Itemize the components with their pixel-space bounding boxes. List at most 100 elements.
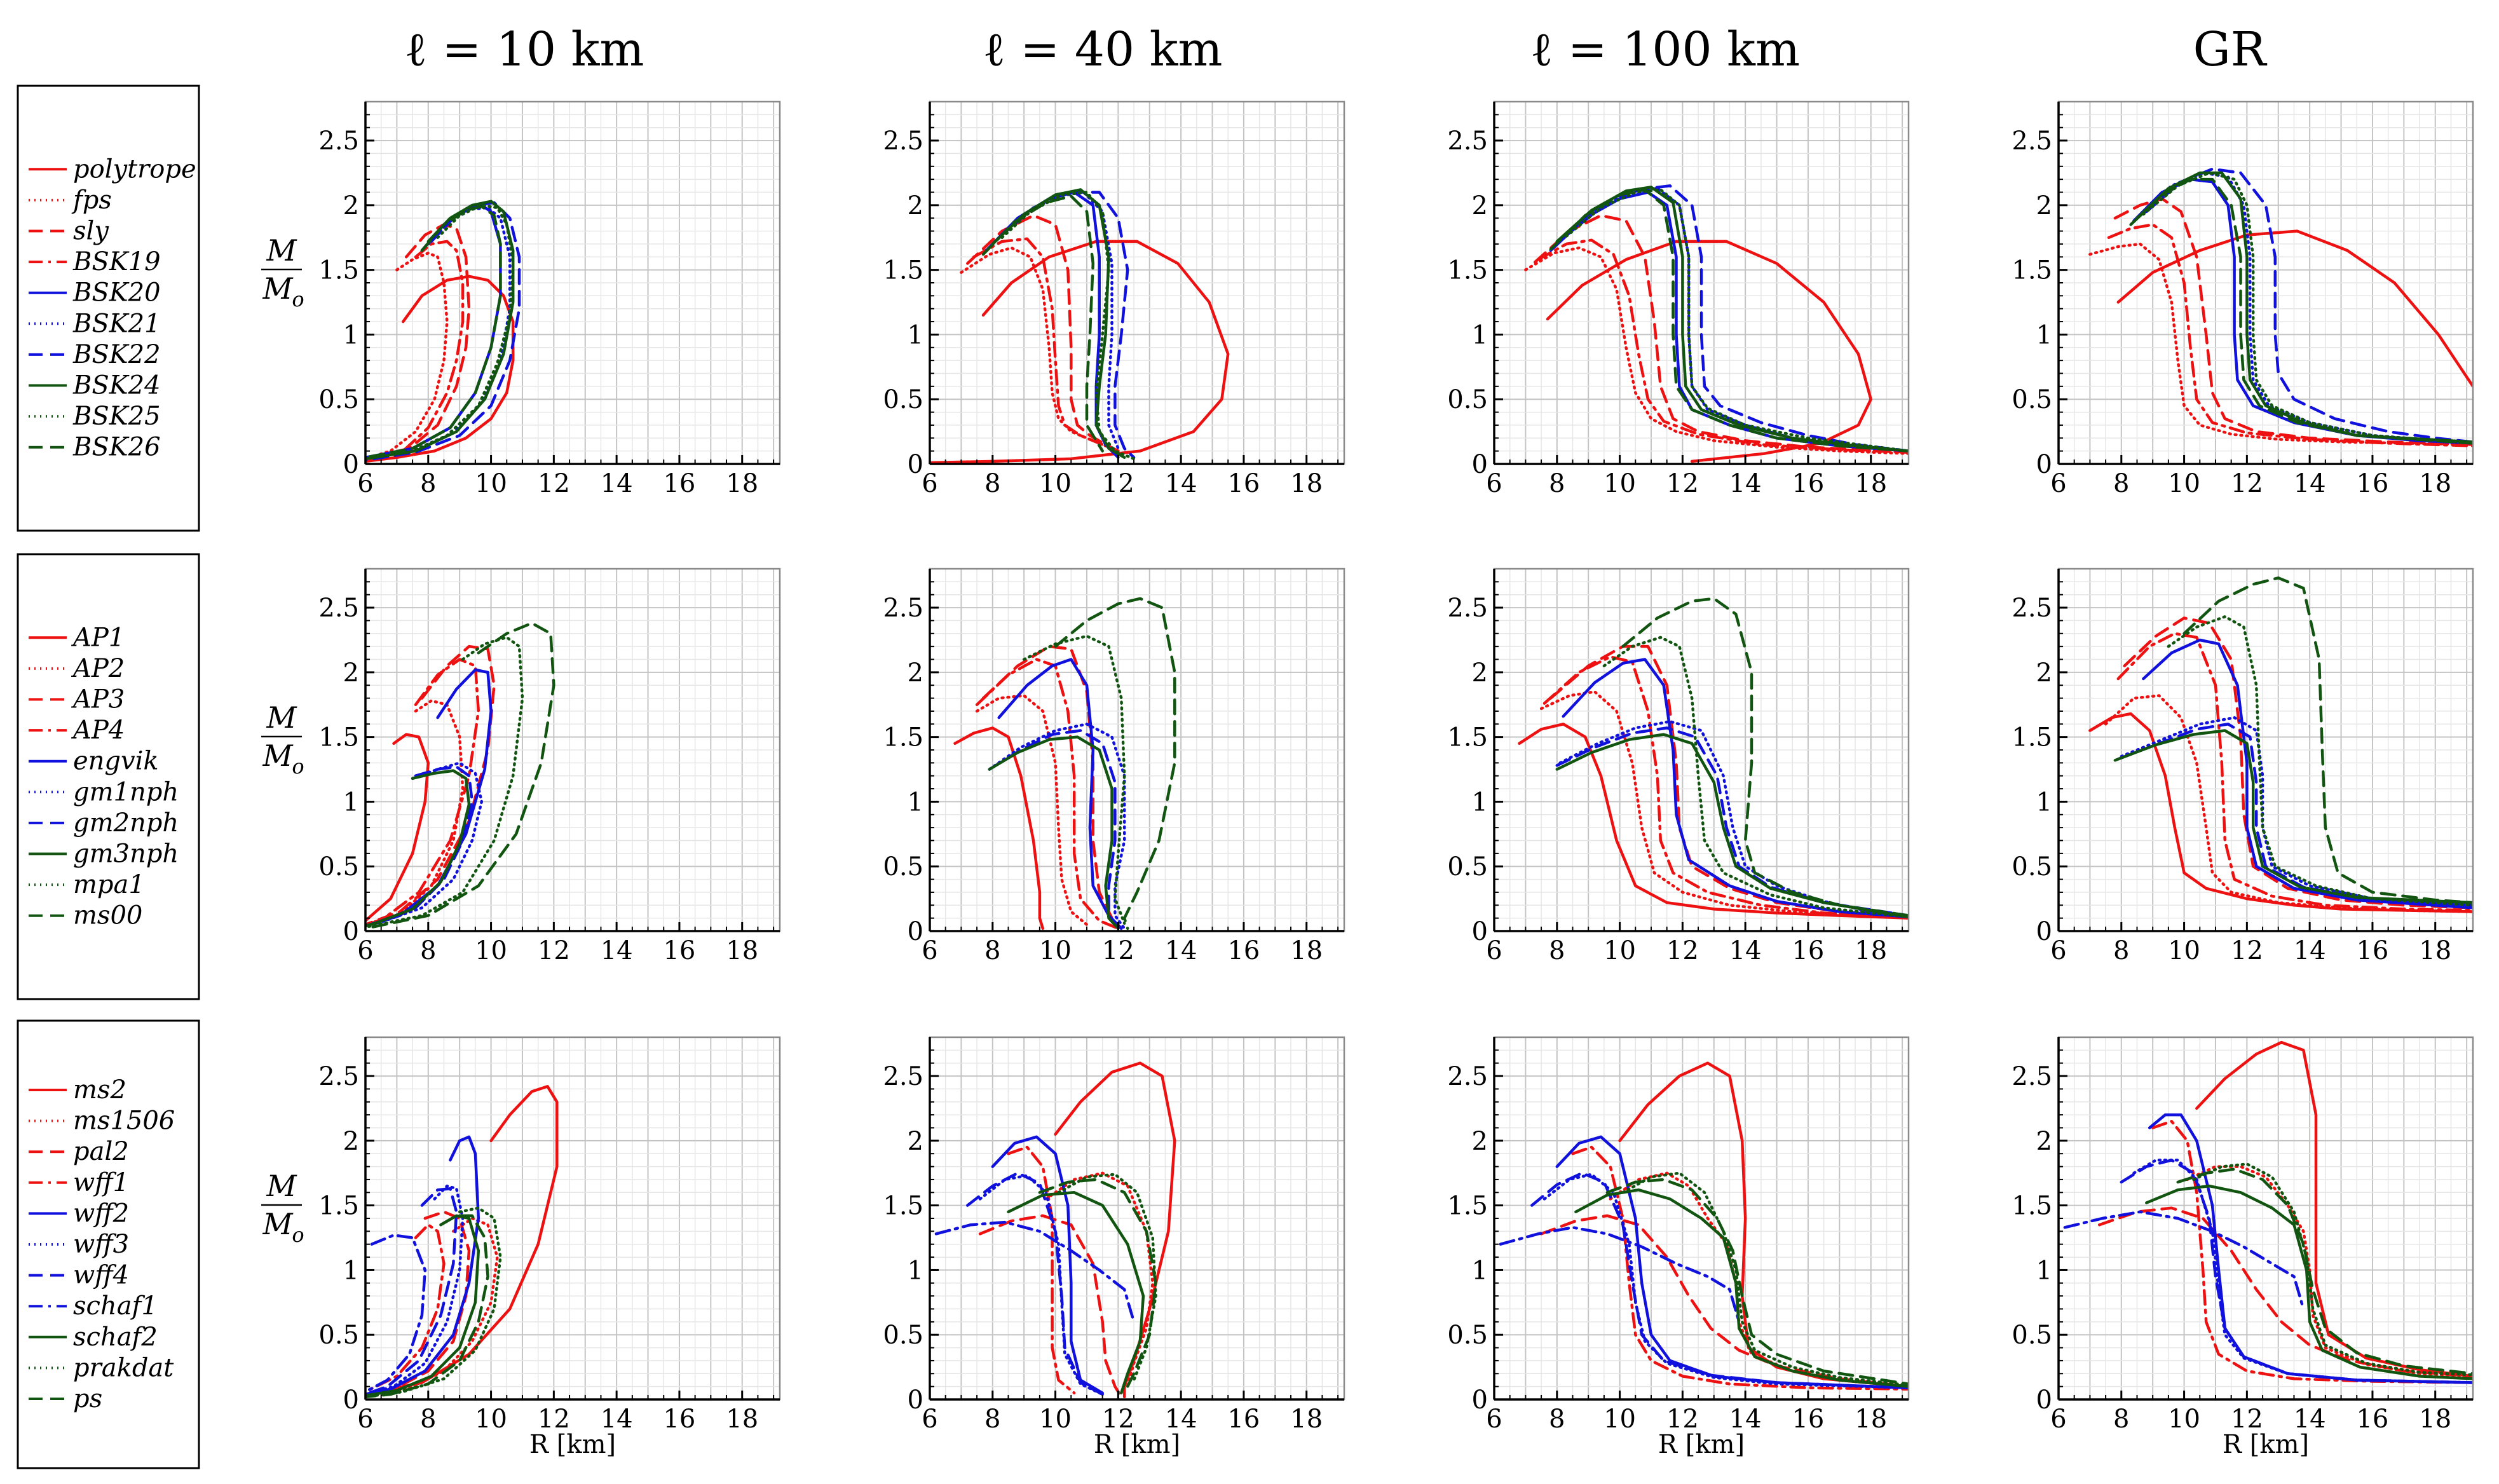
y-label-subscript: o bbox=[292, 1223, 304, 1247]
legend-boxes: polytropefpsslyBSK19BSK20BSK21BSK22BSK24… bbox=[17, 85, 200, 1469]
y-tick-label: 1 bbox=[2036, 1256, 2052, 1285]
curve-gm1nph bbox=[988, 723, 1126, 930]
legend-box bbox=[17, 85, 200, 532]
legend-label-ps: ps bbox=[73, 1384, 102, 1413]
x-tick-label: 14 bbox=[2294, 1405, 2326, 1434]
y-tick-label: 1 bbox=[1472, 1256, 1488, 1285]
x-tick-label: 12 bbox=[538, 1405, 570, 1434]
y-tick-label: 1 bbox=[343, 1256, 359, 1285]
x-tick-label: 12 bbox=[1666, 469, 1699, 498]
curve-BSK19 bbox=[365, 240, 465, 462]
x-tick-label: 12 bbox=[1666, 936, 1699, 965]
curve-BSK22 bbox=[365, 201, 521, 462]
x-tick-label: 10 bbox=[475, 936, 507, 965]
y-tick-label: 2.5 bbox=[2012, 126, 2052, 156]
curves bbox=[2088, 167, 2473, 447]
curve-ms00 bbox=[1621, 597, 1909, 917]
y-tick-label: 2 bbox=[343, 658, 359, 688]
x-tick-label: 18 bbox=[1290, 469, 1323, 498]
y-axis-label: MMo bbox=[261, 700, 304, 779]
curve-wff1 bbox=[1571, 1145, 1909, 1391]
curve-wff4 bbox=[2120, 1159, 2473, 1384]
curve-BSK25 bbox=[2142, 171, 2473, 445]
x-axis-label: R [km] bbox=[1658, 1430, 1745, 1459]
curve-gm3nph bbox=[1555, 733, 1909, 918]
x-tick-label: 16 bbox=[2356, 1405, 2388, 1434]
panel-r1-c1: 6 8 10 12 14 16 18 0 0.5 1 1.5 2 2.5 MMo bbox=[261, 100, 781, 498]
y-tick-label: 0.5 bbox=[2012, 1321, 2052, 1350]
curve-AP2 bbox=[2104, 694, 2473, 913]
x-tick-label: 12 bbox=[1666, 1405, 1699, 1434]
x-tick-label: 18 bbox=[1290, 1405, 1323, 1434]
curve-BSK22 bbox=[2145, 167, 2473, 444]
grid bbox=[929, 101, 1344, 465]
x-tick-label: 6 bbox=[2050, 1405, 2066, 1434]
panel-r1-c4: 6 8 10 12 14 16 18 0 0.5 1 1.5 2 2.5 bbox=[2012, 100, 2474, 498]
grid bbox=[1494, 568, 1909, 932]
curve-AP4 bbox=[365, 658, 480, 928]
legend-box bbox=[17, 553, 200, 1000]
x-tick-label: 10 bbox=[475, 1405, 507, 1434]
curve-wff4 bbox=[365, 1187, 458, 1396]
curve-schaf2 bbox=[2145, 1184, 2473, 1380]
legend-label-wff3: wff3 bbox=[73, 1230, 129, 1259]
y-tick-label: 2 bbox=[908, 658, 923, 688]
curve-AP1 bbox=[953, 726, 1045, 930]
y-tick-label: 0.5 bbox=[2012, 852, 2052, 882]
y-tick-label: 0.5 bbox=[318, 852, 359, 882]
x-tick-label: 10 bbox=[475, 469, 507, 498]
legend-label-BSK20: BSK20 bbox=[72, 278, 161, 308]
legend-label-BSK19: BSK19 bbox=[72, 247, 161, 276]
y-tick-label: 0 bbox=[908, 1385, 923, 1415]
curves bbox=[365, 622, 555, 930]
y-tick-label: 1.5 bbox=[883, 256, 923, 285]
x-tick-label: 16 bbox=[2356, 469, 2388, 498]
curve-BSK26 bbox=[1549, 188, 1909, 453]
curves bbox=[1499, 1061, 1909, 1391]
y-tick-label: 1.5 bbox=[1447, 723, 1488, 752]
x-tick-label: 16 bbox=[1227, 1405, 1260, 1434]
x-tick-label: 6 bbox=[922, 936, 937, 965]
x-axis-label: R [km] bbox=[1094, 1430, 1180, 1459]
y-tick-label: 2.5 bbox=[318, 1062, 359, 1091]
curve-BSK24 bbox=[1555, 186, 1909, 453]
curve-schaf1 bbox=[2063, 1210, 2305, 1310]
x-tick-label: 14 bbox=[601, 1405, 633, 1434]
legend-label-AP2: AP2 bbox=[71, 654, 125, 683]
panel-r2-c4: 6 8 10 12 14 16 18 0 0.5 1 1.5 2 2.5 bbox=[2012, 568, 2474, 965]
legend-row-1: polytropefpsslyBSK19BSK20BSK21BSK22BSK24… bbox=[17, 85, 200, 532]
x-tick-label: 10 bbox=[1604, 1405, 1636, 1434]
curve-BSK26 bbox=[2129, 177, 2473, 445]
y-tick-label: 1.5 bbox=[318, 723, 359, 752]
legend-label-BSK21: BSK21 bbox=[72, 309, 161, 338]
panel-r1-c2: 6 8 10 12 14 16 18 0 0.5 1 1.5 2 2.5 bbox=[883, 100, 1345, 498]
y-tick-label: 2.5 bbox=[883, 126, 923, 156]
y-label-numerator: M bbox=[266, 700, 297, 735]
y-tick-label: 0 bbox=[343, 450, 359, 479]
y-tick-label: 0.5 bbox=[318, 1321, 359, 1350]
legend-label-fps: fps bbox=[71, 186, 112, 215]
x-tick-label: 12 bbox=[538, 469, 570, 498]
curve-AP1 bbox=[2088, 712, 2473, 913]
x-tick-label: 16 bbox=[1792, 1405, 1824, 1434]
panel-r2-c2: 6 8 10 12 14 16 18 0 0.5 1 1.5 2 2.5 bbox=[883, 568, 1345, 965]
curve-mpa1 bbox=[1602, 636, 1909, 918]
y-tick-label: 2.5 bbox=[883, 594, 923, 623]
x-tick-label: 12 bbox=[2231, 1405, 2263, 1434]
curves bbox=[953, 597, 1176, 930]
y-tick-label: 0 bbox=[2036, 917, 2052, 946]
curve-BSK19 bbox=[1536, 238, 1909, 454]
x-tick-label: 8 bbox=[420, 1405, 436, 1434]
curves bbox=[934, 1061, 1176, 1399]
legend-label-AP4: AP4 bbox=[71, 716, 125, 745]
y-tick-label: 2 bbox=[1472, 1127, 1488, 1156]
x-tick-label: 12 bbox=[1102, 1405, 1134, 1434]
curve-fps bbox=[2088, 242, 2473, 446]
x-tick-label: 8 bbox=[2113, 936, 2129, 965]
curve-ms2 bbox=[2195, 1040, 2473, 1378]
x-tick-label: 16 bbox=[663, 469, 695, 498]
y-tick-label: 2 bbox=[343, 191, 359, 221]
curve-gm2nph bbox=[988, 729, 1123, 930]
y-tick-label: 0.5 bbox=[883, 385, 923, 414]
curve-schaf1 bbox=[365, 1234, 427, 1394]
